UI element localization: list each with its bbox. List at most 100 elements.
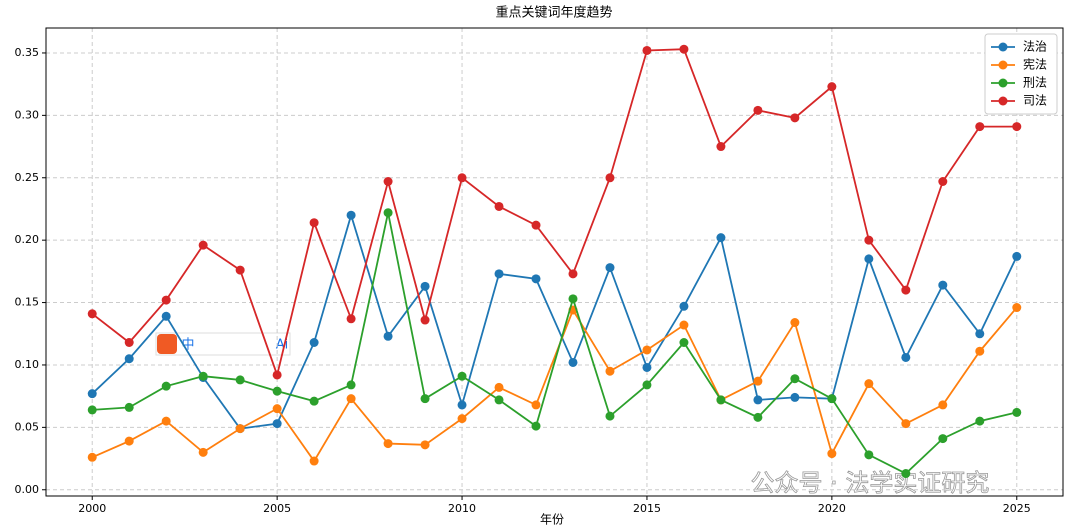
point bbox=[198, 240, 208, 250]
point bbox=[642, 45, 652, 55]
ime-toolbar: 中 Ai bbox=[155, 332, 291, 356]
point bbox=[642, 362, 652, 372]
point bbox=[494, 382, 504, 392]
point bbox=[864, 379, 874, 389]
legend-marker bbox=[998, 96, 1008, 106]
point bbox=[457, 371, 467, 381]
point bbox=[346, 380, 356, 390]
legend-label: 司法 bbox=[1023, 94, 1047, 108]
point bbox=[790, 392, 800, 402]
point bbox=[753, 376, 763, 386]
point bbox=[679, 337, 689, 347]
point bbox=[716, 142, 726, 152]
point bbox=[383, 331, 393, 341]
point bbox=[975, 122, 985, 132]
line bbox=[91, 212, 1018, 430]
point bbox=[938, 280, 948, 290]
x-tick-label: 2025 bbox=[1003, 502, 1031, 515]
point bbox=[420, 315, 430, 325]
ime-text: 中 bbox=[181, 338, 194, 353]
point bbox=[531, 220, 541, 230]
legend-label: 宪法 bbox=[1023, 57, 1047, 72]
point bbox=[790, 113, 800, 123]
chart-title: 重点关键词年度趋势 bbox=[495, 5, 612, 21]
point bbox=[272, 419, 282, 429]
point bbox=[605, 173, 615, 183]
ime-box bbox=[155, 332, 291, 356]
point bbox=[309, 396, 319, 406]
point bbox=[1012, 251, 1022, 261]
point bbox=[568, 294, 578, 304]
point bbox=[901, 419, 911, 429]
point bbox=[827, 394, 837, 404]
point bbox=[642, 380, 652, 390]
point bbox=[383, 208, 393, 218]
point bbox=[679, 320, 689, 330]
point bbox=[901, 352, 911, 362]
ime-logo bbox=[157, 334, 177, 354]
point bbox=[531, 421, 541, 431]
point bbox=[235, 424, 245, 434]
point bbox=[161, 311, 171, 321]
point bbox=[605, 366, 615, 376]
point bbox=[753, 105, 763, 115]
point bbox=[938, 434, 948, 444]
point bbox=[272, 370, 282, 380]
point bbox=[494, 395, 504, 405]
point bbox=[716, 233, 726, 243]
point bbox=[87, 389, 97, 399]
point bbox=[901, 469, 911, 479]
point bbox=[679, 301, 689, 311]
point bbox=[124, 436, 134, 446]
point bbox=[827, 449, 837, 459]
y-tick-label: 0.10 bbox=[15, 358, 40, 371]
series bbox=[87, 303, 1022, 466]
point bbox=[87, 309, 97, 319]
legend-label: 法治 bbox=[1023, 40, 1047, 54]
point bbox=[272, 404, 282, 414]
watermark: 公众号 · 法学实证研究 bbox=[751, 469, 990, 497]
plot-frame bbox=[45, 27, 1064, 497]
point bbox=[309, 456, 319, 466]
point bbox=[87, 452, 97, 462]
point bbox=[235, 375, 245, 385]
point bbox=[346, 314, 356, 324]
point bbox=[901, 285, 911, 295]
point bbox=[679, 44, 689, 54]
point bbox=[1012, 407, 1022, 417]
point bbox=[1012, 122, 1022, 132]
point bbox=[753, 395, 763, 405]
x-tick-label: 2015 bbox=[633, 502, 661, 515]
x-axis-label: 年份 bbox=[540, 513, 564, 527]
point bbox=[494, 269, 504, 279]
point bbox=[346, 394, 356, 404]
point bbox=[605, 411, 615, 421]
line bbox=[91, 306, 1018, 463]
point bbox=[457, 414, 467, 424]
point bbox=[457, 173, 467, 183]
point bbox=[235, 265, 245, 275]
line bbox=[91, 48, 1017, 379]
point bbox=[975, 329, 985, 339]
point bbox=[198, 371, 208, 381]
point bbox=[568, 357, 578, 367]
point bbox=[420, 440, 430, 450]
legend-label: 刑法 bbox=[1023, 76, 1047, 90]
y-tick-label: 0.00 bbox=[15, 483, 40, 496]
point bbox=[198, 447, 208, 457]
line bbox=[92, 212, 1017, 475]
point bbox=[790, 374, 800, 384]
point bbox=[457, 400, 467, 410]
y-tick-label: 0.05 bbox=[15, 420, 40, 433]
legend-marker bbox=[998, 60, 1008, 70]
x-tick-label: 2005 bbox=[263, 502, 291, 515]
point bbox=[383, 439, 393, 449]
point bbox=[124, 337, 134, 347]
legend-box bbox=[984, 33, 1058, 115]
point bbox=[494, 201, 504, 211]
point bbox=[716, 395, 726, 405]
point bbox=[753, 412, 763, 422]
series bbox=[87, 44, 1022, 380]
point bbox=[605, 263, 615, 273]
point bbox=[420, 394, 430, 404]
